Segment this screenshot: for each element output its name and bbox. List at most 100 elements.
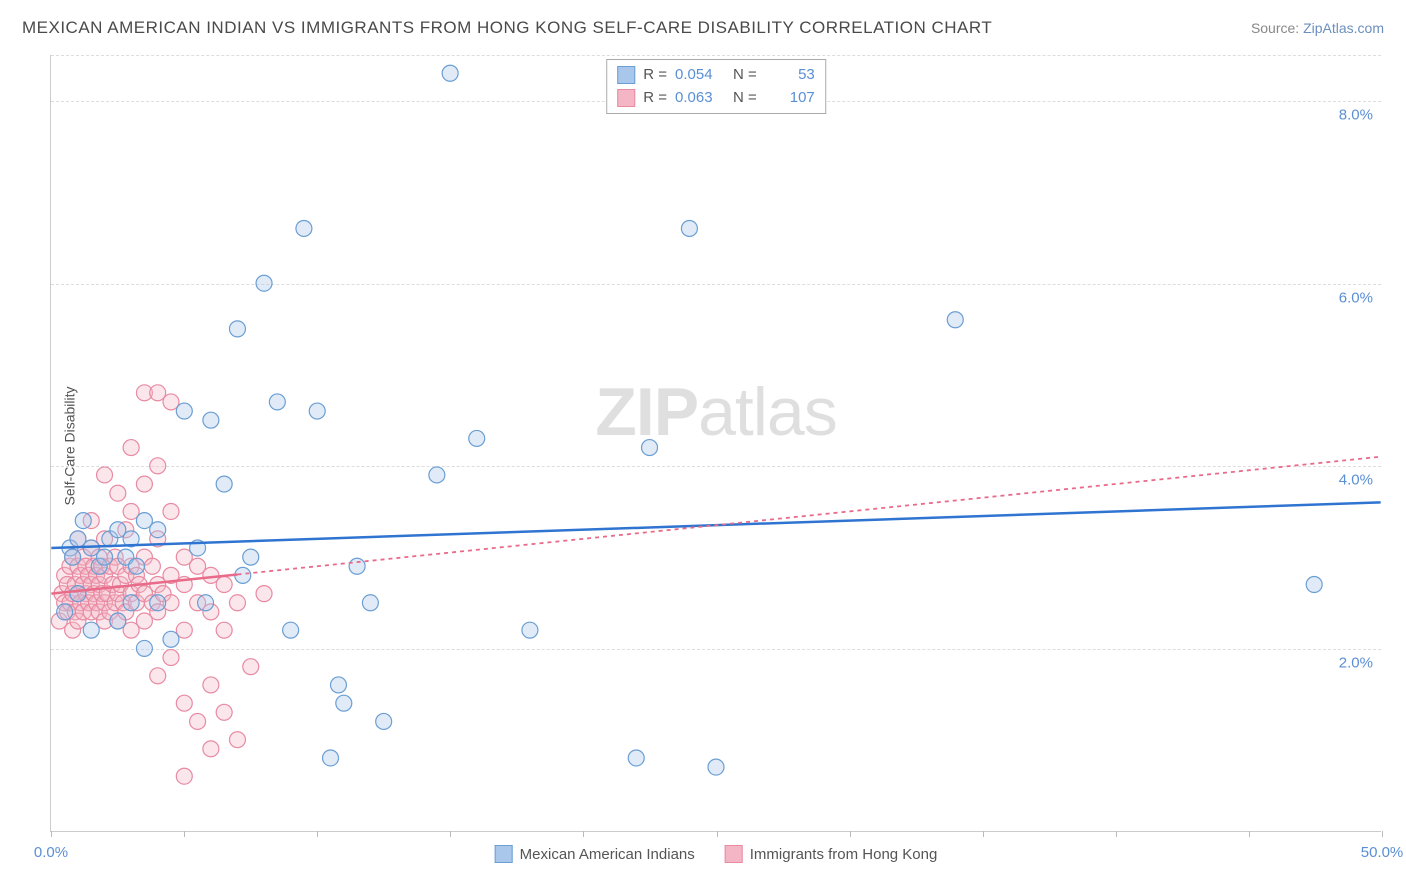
legend-n-value-pink: 107: [765, 87, 815, 110]
scatter-point-blue: [123, 595, 139, 611]
scatter-point-blue: [628, 750, 644, 766]
scatter-point-pink: [136, 476, 152, 492]
scatter-point-blue: [176, 403, 192, 419]
scatter-point-pink: [256, 586, 272, 602]
x-tick: [450, 831, 451, 837]
scatter-point-blue: [681, 220, 697, 236]
scatter-point-pink: [176, 695, 192, 711]
scatter-point-blue: [469, 430, 485, 446]
legend-stat-row-blue: R =0.054N =53: [617, 64, 815, 87]
scatter-point-pink: [110, 485, 126, 501]
scatter-point-blue: [136, 640, 152, 656]
scatter-point-pink: [144, 558, 160, 574]
scatter-point-pink: [163, 650, 179, 666]
scatter-point-blue: [216, 476, 232, 492]
scatter-point-pink: [243, 659, 259, 675]
scatter-point-blue: [442, 65, 458, 81]
scatter-point-pink: [163, 503, 179, 519]
scatter-point-blue: [110, 613, 126, 629]
x-tick: [184, 831, 185, 837]
legend-stat-row-pink: R = 0.063 N = 107: [617, 87, 815, 110]
scatter-point-blue: [70, 586, 86, 602]
scatter-point-pink: [216, 577, 232, 593]
scatter-point-pink: [203, 677, 219, 693]
legend-n-label: N =: [733, 87, 757, 110]
scatter-point-blue: [330, 677, 346, 693]
scatter-point-blue: [336, 695, 352, 711]
legend-r-label: R =: [643, 64, 667, 87]
scatter-point-blue: [708, 759, 724, 775]
legend-swatch-blue: [495, 845, 513, 863]
scatter-point-blue: [256, 275, 272, 291]
legend-stats-box: R =0.054N =53R =0.063N =107: [606, 59, 826, 114]
scatter-point-blue: [97, 549, 113, 565]
x-tick: [583, 831, 584, 837]
legend-swatch-blue: [617, 66, 635, 84]
x-tick: [51, 831, 52, 837]
scatter-point-blue: [947, 312, 963, 328]
scatter-point-blue: [150, 595, 166, 611]
source-attribution: Source: ZipAtlas.com: [1251, 20, 1384, 36]
x-tick-label: 0.0%: [34, 844, 68, 861]
x-tick: [1249, 831, 1250, 837]
scatter-point-blue: [269, 394, 285, 410]
scatter-point-blue: [283, 622, 299, 638]
scatter-point-blue: [323, 750, 339, 766]
scatter-point-blue: [128, 558, 144, 574]
scatter-point-blue: [362, 595, 378, 611]
x-tick: [1116, 831, 1117, 837]
x-tick: [1382, 831, 1383, 837]
scatter-point-blue: [75, 513, 91, 529]
scatter-point-blue: [349, 558, 365, 574]
scatter-point-pink: [150, 458, 166, 474]
scatter-point-pink: [176, 768, 192, 784]
scatter-point-blue: [642, 440, 658, 456]
scatter-point-blue: [83, 622, 99, 638]
legend-series-name-blue: Mexican American Indians: [520, 846, 695, 863]
scatter-point-pink: [229, 595, 245, 611]
scatter-point-pink: [216, 622, 232, 638]
legend-swatch-pink: [725, 845, 743, 863]
scatter-point-pink: [190, 713, 206, 729]
scatter-point-blue: [522, 622, 538, 638]
chart-title: MEXICAN AMERICAN INDIAN VS IMMIGRANTS FR…: [22, 18, 992, 38]
scatter-point-blue: [163, 631, 179, 647]
scatter-point-pink: [123, 440, 139, 456]
x-tick: [317, 831, 318, 837]
chart-container: MEXICAN AMERICAN INDIAN VS IMMIGRANTS FR…: [0, 0, 1406, 892]
scatter-point-blue: [198, 595, 214, 611]
x-tick-label: 50.0%: [1361, 844, 1404, 861]
legend-r-value-pink: 0.063: [675, 87, 725, 110]
scatter-point-pink: [216, 704, 232, 720]
scatter-point-blue: [150, 522, 166, 538]
plot-area: ZIPatlas 2.0%4.0%6.0%8.0% 0.0%50.0% R =0…: [50, 55, 1381, 832]
legend-n-label: N =: [733, 64, 757, 87]
scatter-point-pink: [150, 668, 166, 684]
trend-line-pink-dashed: [237, 457, 1380, 575]
scatter-point-blue: [65, 549, 81, 565]
x-tick: [983, 831, 984, 837]
legend-series-name-pink: Immigrants from Hong Kong: [750, 846, 938, 863]
legend-r-value-blue: 0.054: [675, 64, 725, 87]
scatter-point-blue: [429, 467, 445, 483]
scatter-point-blue: [376, 713, 392, 729]
legend-item-pink: Immigrants from Hong Kong: [725, 845, 938, 863]
scatter-point-blue: [296, 220, 312, 236]
scatter-point-blue: [229, 321, 245, 337]
source-prefix: Source:: [1251, 20, 1303, 36]
legend-item-blue: Mexican American Indians: [495, 845, 695, 863]
scatter-point-pink: [203, 741, 219, 757]
scatter-point-blue: [57, 604, 73, 620]
scatter-point-blue: [203, 412, 219, 428]
scatter-point-pink: [97, 467, 113, 483]
legend-swatch-pink: [617, 89, 635, 107]
source-link[interactable]: ZipAtlas.com: [1303, 20, 1384, 36]
header-row: MEXICAN AMERICAN INDIAN VS IMMIGRANTS FR…: [22, 18, 1384, 38]
legend-r-label: R =: [643, 87, 667, 110]
scatter-point-blue: [1306, 577, 1322, 593]
legend-series: Mexican American Indians Immigrants from …: [495, 845, 938, 863]
scatter-point-blue: [243, 549, 259, 565]
x-tick: [850, 831, 851, 837]
x-tick: [717, 831, 718, 837]
scatter-svg: [51, 55, 1381, 831]
